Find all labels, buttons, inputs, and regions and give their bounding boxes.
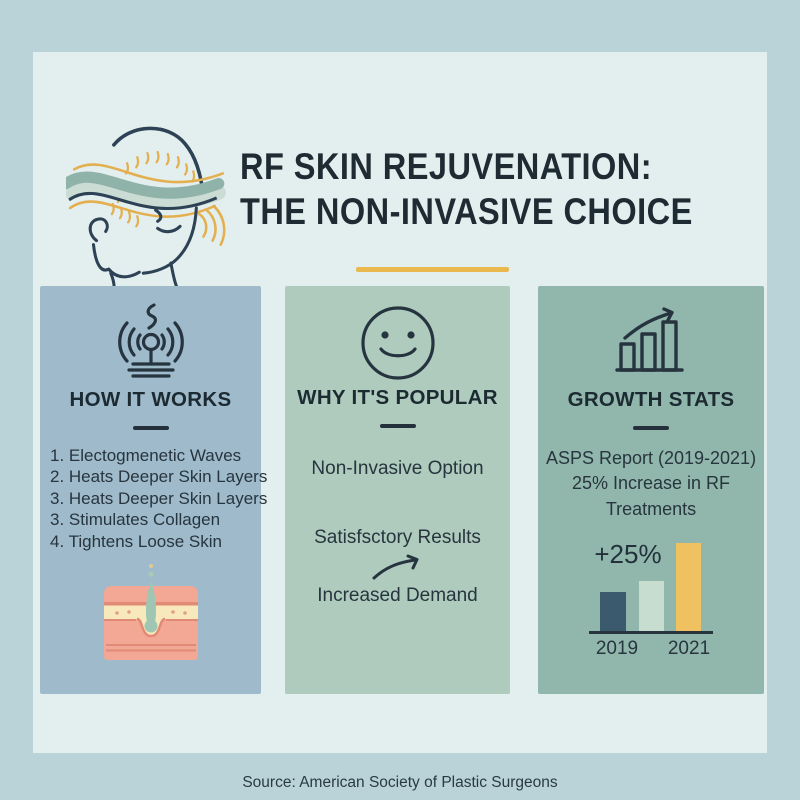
panel-growth-stats: GROWTH STATS ASPS Report (2019-2021) 25%…: [538, 286, 764, 694]
smiley-icon: [359, 304, 437, 380]
page-title-line2: THE NON-INVASIVE CHOICE: [240, 191, 693, 232]
heading-how-it-works: HOW IT WORKS: [69, 388, 232, 411]
source-citation: Source: American Society of Plastic Surg…: [242, 774, 558, 791]
growth-desc-line: Treatments: [605, 498, 697, 519]
popular-point: Increased Demand: [317, 584, 478, 606]
page-title: RF SKIN REJUVENATION: THE NON-INVASIVE C…: [240, 144, 693, 234]
chart-annotation: +25%: [594, 539, 662, 569]
heading-divider: [132, 426, 169, 430]
step-item: 3. Stimulates Collagen: [50, 510, 221, 530]
page-title-line1: RF SKIN REJUVENATION:: [240, 146, 653, 187]
bar-middle: [639, 581, 664, 631]
panel-how-it-works: HOW IT WORKS 1. Electogmenetic Waves 2. …: [40, 286, 267, 694]
growth-desc-line: 25% Increase in RF: [571, 473, 731, 493]
heading-why-its-popular: WHY IT'S POPULAR: [297, 386, 498, 409]
growth-stats-description: ASPS Report (2019-2021) 25% Increase in …: [546, 446, 756, 523]
growth-desc-line: ASPS Report (2019-2021): [545, 447, 757, 468]
bar-2021: [676, 543, 701, 631]
step-item: 1. Electogmenetic Waves: [50, 445, 242, 465]
chart-label-2021: 2021: [667, 638, 711, 659]
head-profile-rf-waves-illustration: [66, 126, 226, 294]
upward-curve-arrow-icon: [372, 554, 418, 579]
popular-point: Satisfsctory Results: [314, 526, 481, 548]
step-item: 4. Tightens Loose Skin: [50, 531, 223, 551]
chart-x-axis: [589, 631, 713, 634]
how-it-works-steps: 1. Electogmenetic Waves 2. Heats Deeper …: [50, 445, 267, 553]
bar-chart-trend-icon: [609, 306, 693, 372]
rf-waves-icon: [109, 302, 193, 378]
skin-layers-illustration: [103, 564, 198, 661]
heading-divider: [379, 424, 416, 428]
title-accent-underline: [356, 267, 509, 272]
step-item: 2. Heats Deeper Skin Layers: [50, 467, 268, 487]
heading-growth-stats: GROWTH STATS: [567, 388, 735, 411]
panel-why-its-popular: WHY IT'S POPULAR Non-Invasive Option Sat…: [285, 286, 510, 694]
popular-point: Non-Invasive Option: [311, 457, 484, 479]
chart-label-2019: 2019: [595, 638, 639, 659]
heading-divider: [633, 426, 669, 430]
bar-2019: [600, 592, 626, 631]
step-item: 3. Heats Deeper Skin Layers: [50, 488, 268, 508]
growth-bar-chart: +25% 2019 2021: [589, 539, 713, 661]
